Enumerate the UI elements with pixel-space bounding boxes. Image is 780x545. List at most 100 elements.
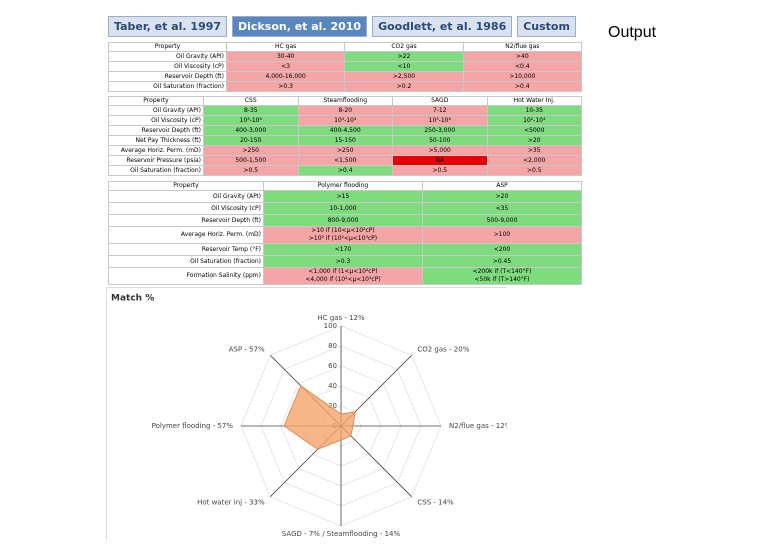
row: Oil Gravity (API) 8-35 8-20 7-12 10-35 <box>108 105 582 116</box>
r-tick-label: 40 <box>328 382 337 390</box>
tab[interactable]: Goodlett, et al. 1986 <box>372 16 513 37</box>
criterion-cell: 400-3,000 <box>203 125 299 136</box>
property-cell: Reservoir Depth (ft) <box>108 214 264 227</box>
criterion-cell: >0.4 <box>297 165 393 176</box>
property-cell: Formation Salinity (ppm) <box>108 267 264 285</box>
row: Average Horiz. Perm. (mD) >250 >250 >5,000 >… <box>108 145 582 156</box>
criteria-table: Property CSS Steamflooding SAGD Hot Water In… <box>108 96 582 176</box>
property-cell: Oil Gravity (API) <box>108 105 204 116</box>
axis-label: N2/flue gas - 12% <box>449 422 507 430</box>
criterion-cell: <200 <box>422 243 582 256</box>
row: Oil Viscosity (cP) <3 <10 <0.4 <box>108 61 583 72</box>
r-tick-label: 60 <box>328 362 337 370</box>
criterion-cell: >22 <box>344 51 464 62</box>
row: Oil Gravity (API) 30-40 >22 >40 <box>108 51 583 62</box>
property-cell: Reservoir Temp (°F) <box>108 243 264 256</box>
property-cell: Oil Viscosity (cP) <box>108 202 264 215</box>
criterion-cell: >0.5 <box>486 165 582 176</box>
criterion-cell: >250 <box>203 145 299 156</box>
criteria-table: Property HC gas CO2 gas N2/flue gas Oil Grav… <box>108 42 583 92</box>
r-tick-label: 80 <box>328 342 337 350</box>
criterion-cell: >10,000 <box>462 71 583 82</box>
criterion-cell: >0.3 <box>263 255 423 268</box>
row: Net Pay Thickness (ft) 20-150 15-150 50-100… <box>108 135 582 146</box>
criterion-cell: 500-9,000 <box>422 214 582 227</box>
header-row: Property CSS Steamflooding SAGD Hot Water In… <box>108 96 582 106</box>
criterion-cell: >15 <box>263 190 423 203</box>
chart-title: Match % <box>111 294 154 304</box>
criterion-cell: >0.45 <box>422 255 582 268</box>
axis-label: HC gas - 12% <box>317 314 365 322</box>
criterion-cell: <170 <box>263 243 423 256</box>
row: Oil Gravity (API) >15 >20 <box>108 190 582 203</box>
row: Oil Saturation (fraction) >0.5 >0.4 >0.5 >0.… <box>108 165 582 176</box>
axis-label: SAGD - 7% / Steamflooding - 14% <box>282 530 401 538</box>
criterion-cell: 4,000-16,000 <box>225 71 346 82</box>
tab[interactable]: Taber, et al. 1997 <box>108 16 228 37</box>
criterion-cell: 20-150 <box>203 135 299 146</box>
criterion-cell: 10-35 <box>486 105 582 116</box>
property-cell: Oil Saturation (fraction) <box>108 255 264 268</box>
header-cell: ASP <box>422 181 582 191</box>
criterion-cell: 500-1,500 <box>203 155 299 166</box>
criterion-cell: 10-1,000 <box>263 202 423 215</box>
property-cell: Average Horiz. Perm. (mD) <box>108 145 204 156</box>
criterion-cell: >20 <box>422 190 582 203</box>
row: Reservoir Depth (ft) 4,000-16,000 >2,500 >1… <box>108 71 583 82</box>
row: Oil Viscosity (cP) 10-1,000 <35 <box>108 202 582 215</box>
property-cell: Oil Gravity (API) <box>108 190 264 203</box>
header-cell: Property <box>108 42 227 52</box>
r-tick-label: 100 <box>324 322 337 330</box>
criterion-cell: >100 <box>422 226 582 244</box>
tab[interactable]: Custom <box>517 16 576 37</box>
row: Formation Salinity (ppm) <1,000 if (1<μ<1… <box>108 267 582 285</box>
header-cell: CO2 gas <box>344 42 464 52</box>
axis-label: Hot water inj - 33% <box>197 498 265 506</box>
match-area <box>283 385 356 450</box>
chart: Match % 020406080100HC gas - 12%CO2 gas … <box>111 294 512 539</box>
header-row: Property Polymer flooding ASP <box>108 181 582 191</box>
header-cell: Hot Water Inj. <box>486 96 582 106</box>
criterion-cell: 400-4,500 <box>297 125 393 136</box>
property-cell: Oil Viscosity (cP) <box>108 61 227 72</box>
chart-panel: Match % 020406080100HC gas - 12%CO2 gas … <box>106 287 512 541</box>
criterion-cell: 10³-10⁶ <box>203 115 299 126</box>
criterion-cell: >0.4 <box>462 81 583 92</box>
criterion-cell: 10²-10⁴ <box>486 115 582 126</box>
row: Oil Saturation (fraction) >0.3 >0.2 >0.4 <box>108 81 583 92</box>
header-cell: HC gas <box>225 42 346 52</box>
header-cell: CSS <box>203 96 299 106</box>
criterion-cell: <200k if (T<140°F) <50k if (T>140°F) <box>422 267 582 285</box>
header-cell: N2/flue gas <box>462 42 583 52</box>
criterion-cell: >10 if (10<μ<10²cP) >10² if (10²<μ<10³cP… <box>263 226 423 244</box>
row: Reservoir Temp (°F) <170 <200 <box>108 243 582 256</box>
property-cell: Reservoir Depth (ft) <box>108 71 227 82</box>
tab[interactable]: Dickson, et al. 2010 <box>232 16 368 37</box>
axis-label: CO2 gas - 20% <box>417 346 469 354</box>
criterion-cell: <3 <box>225 61 346 72</box>
property-cell: Average Horiz. Perm. (mD) <box>108 226 264 244</box>
spoke <box>340 425 412 497</box>
row: Oil Saturation (fraction) >0.3 >0.45 <box>108 255 582 268</box>
criterion-cell: <5000 <box>486 125 582 136</box>
criterion-cell: <35 <box>422 202 582 215</box>
row: Reservoir Depth (ft) 400-3,000 400-4,500 25… <box>108 125 582 136</box>
criteria-table: Property Polymer flooding ASP Oil Gravity (… <box>108 181 582 285</box>
criterion-cell: 250-3,000 <box>392 125 488 136</box>
tab-bar: Taber, et al. 1997 Dickson, et al. 2010 Go… <box>108 16 576 37</box>
criterion-cell: >5,000 <box>392 145 488 156</box>
criterion-cell: >35 <box>486 145 582 156</box>
criterion-cell: 8-20 <box>297 105 393 116</box>
r-tick-label: 20 <box>328 402 337 410</box>
criterion-cell: <1,000 if (1<μ<10²cP) <4,000 if (10²<μ<1… <box>263 267 423 285</box>
criterion-cell: 30-40 <box>225 51 346 62</box>
criterion-cell: <0.4 <box>462 61 583 72</box>
header-cell: Steamflooding <box>297 96 393 106</box>
header-cell: Property <box>108 96 204 106</box>
row: Reservoir Pressure (psia) 500-1,500 <1,500… <box>108 155 582 166</box>
property-cell: Oil Saturation (fraction) <box>108 81 227 92</box>
criterion-cell: >20 <box>486 135 582 146</box>
header-cell: SAGD <box>392 96 488 106</box>
criterion-cell: 10³-10⁶ <box>392 115 488 126</box>
